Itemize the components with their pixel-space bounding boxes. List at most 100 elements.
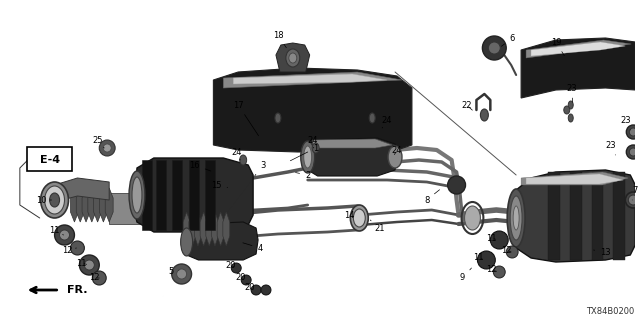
Polygon shape <box>200 212 207 246</box>
Ellipse shape <box>289 53 297 63</box>
Polygon shape <box>526 40 631 58</box>
Polygon shape <box>526 174 623 184</box>
Polygon shape <box>88 188 96 222</box>
Text: 22: 22 <box>461 100 472 110</box>
Text: 12: 12 <box>62 245 76 254</box>
Circle shape <box>54 225 74 245</box>
Text: 21: 21 <box>370 220 385 233</box>
Text: 23: 23 <box>566 84 577 102</box>
Circle shape <box>488 42 500 54</box>
Polygon shape <box>211 212 218 246</box>
Circle shape <box>79 255 99 275</box>
Ellipse shape <box>627 145 640 159</box>
Polygon shape <box>531 42 625 56</box>
Text: 11: 11 <box>486 234 497 243</box>
Ellipse shape <box>45 186 65 214</box>
Text: 1: 1 <box>291 143 318 161</box>
Ellipse shape <box>625 192 640 208</box>
Circle shape <box>483 36 506 60</box>
Ellipse shape <box>41 182 68 218</box>
Text: 5: 5 <box>168 268 179 276</box>
Polygon shape <box>134 158 253 232</box>
Polygon shape <box>76 188 84 222</box>
Circle shape <box>231 263 241 273</box>
Text: 9: 9 <box>460 268 472 283</box>
Circle shape <box>92 271 106 285</box>
Text: 24: 24 <box>382 116 392 128</box>
Ellipse shape <box>240 155 246 165</box>
Circle shape <box>84 260 94 270</box>
Polygon shape <box>172 160 182 230</box>
Ellipse shape <box>465 206 481 230</box>
Ellipse shape <box>481 109 488 121</box>
Text: 23: 23 <box>605 140 616 155</box>
Polygon shape <box>591 172 604 260</box>
FancyBboxPatch shape <box>27 147 72 171</box>
Text: 7: 7 <box>632 186 638 200</box>
Polygon shape <box>516 170 636 262</box>
Ellipse shape <box>388 146 402 168</box>
Circle shape <box>261 285 271 295</box>
Text: TX84B0200: TX84B0200 <box>586 308 635 316</box>
Text: 16: 16 <box>189 161 211 171</box>
Text: 15: 15 <box>211 180 228 189</box>
Text: 10: 10 <box>36 196 52 204</box>
Ellipse shape <box>50 193 60 207</box>
Ellipse shape <box>286 49 300 67</box>
Polygon shape <box>189 212 196 246</box>
Polygon shape <box>306 138 397 176</box>
Ellipse shape <box>628 195 638 205</box>
Ellipse shape <box>513 206 519 230</box>
Polygon shape <box>184 222 258 260</box>
Text: FR.: FR. <box>67 285 88 295</box>
Text: 24: 24 <box>307 135 318 148</box>
Polygon shape <box>570 172 582 260</box>
Text: 18: 18 <box>273 30 286 48</box>
Ellipse shape <box>629 148 637 156</box>
Text: 11: 11 <box>76 259 86 268</box>
Text: 12: 12 <box>501 245 511 254</box>
Text: E-4: E-4 <box>40 155 60 165</box>
Text: 20: 20 <box>245 284 255 292</box>
Polygon shape <box>183 212 190 246</box>
Circle shape <box>506 246 518 258</box>
Ellipse shape <box>564 106 570 114</box>
Ellipse shape <box>132 177 142 213</box>
Circle shape <box>172 264 191 284</box>
Polygon shape <box>213 68 412 152</box>
Ellipse shape <box>312 143 319 153</box>
Polygon shape <box>313 139 392 148</box>
Polygon shape <box>109 193 187 224</box>
Polygon shape <box>276 43 310 72</box>
Polygon shape <box>93 188 102 222</box>
Text: 17: 17 <box>233 100 259 136</box>
Circle shape <box>241 275 251 285</box>
Circle shape <box>477 251 495 269</box>
Ellipse shape <box>301 141 315 173</box>
Polygon shape <box>613 172 625 260</box>
Polygon shape <box>99 188 108 222</box>
Polygon shape <box>70 188 79 222</box>
Polygon shape <box>217 212 224 246</box>
Text: 20: 20 <box>235 274 246 283</box>
Text: 11: 11 <box>49 226 63 235</box>
Circle shape <box>99 140 115 156</box>
Polygon shape <box>82 188 90 222</box>
Polygon shape <box>233 74 387 84</box>
Text: 24: 24 <box>392 146 403 155</box>
Text: 12: 12 <box>486 266 497 275</box>
Ellipse shape <box>568 114 573 122</box>
Circle shape <box>177 269 187 279</box>
Text: 4: 4 <box>243 243 262 252</box>
Polygon shape <box>205 160 216 230</box>
Polygon shape <box>521 172 628 185</box>
Ellipse shape <box>508 189 525 247</box>
Circle shape <box>251 285 261 295</box>
Circle shape <box>60 230 70 240</box>
Circle shape <box>70 241 84 255</box>
Polygon shape <box>223 72 402 88</box>
Circle shape <box>490 231 508 249</box>
Ellipse shape <box>275 113 281 123</box>
Polygon shape <box>156 160 166 230</box>
Text: 20: 20 <box>225 260 236 269</box>
